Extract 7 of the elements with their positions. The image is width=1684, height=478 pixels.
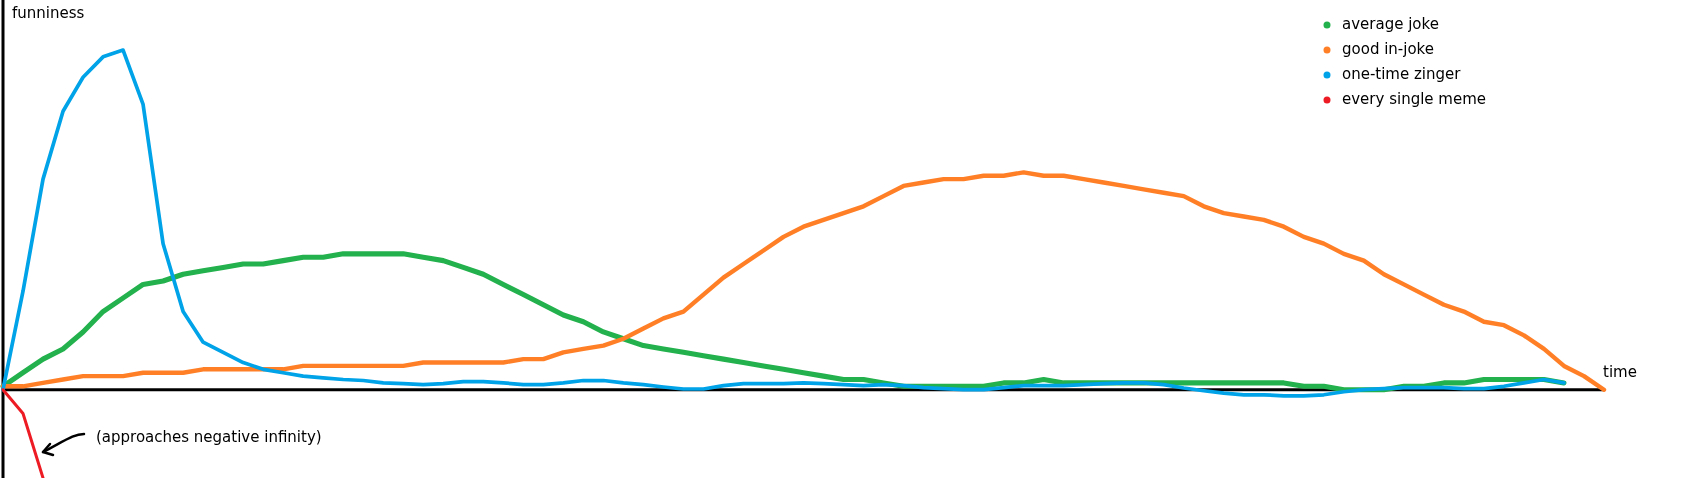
- legend-label: good in-joke: [1342, 39, 1434, 60]
- legend-label: average joke: [1342, 14, 1439, 35]
- y-axis-title: funniness: [12, 4, 85, 22]
- x-axis-title: time: [1603, 363, 1637, 381]
- annotation: (approaches negative infinity): [96, 428, 322, 446]
- legend-label: one-time zinger: [1342, 64, 1461, 85]
- legend-label: every single meme: [1342, 89, 1487, 110]
